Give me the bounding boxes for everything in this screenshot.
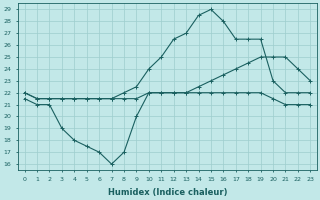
X-axis label: Humidex (Indice chaleur): Humidex (Indice chaleur) [108, 188, 227, 197]
